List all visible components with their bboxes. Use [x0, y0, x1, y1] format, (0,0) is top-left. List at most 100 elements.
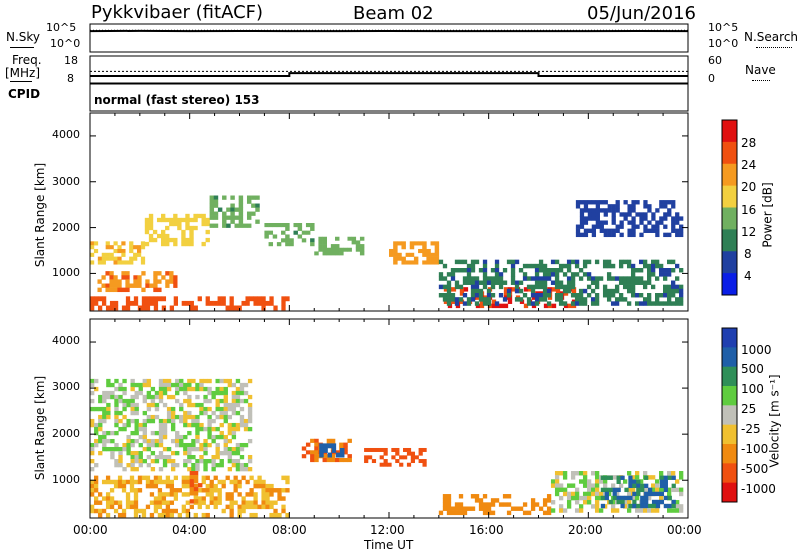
power-heatmap-cell — [647, 220, 652, 225]
velocity-heatmap-cell — [225, 496, 230, 501]
power-heatmap-cell — [655, 208, 660, 213]
velocity-heatmap-cell — [622, 479, 628, 484]
power-heatmap-cell — [389, 252, 394, 257]
power-heatmap-cell — [141, 296, 147, 302]
power-heatmap-cell — [446, 280, 452, 285]
power-heatmap-cell — [405, 252, 411, 257]
velocity-heatmap-cell — [442, 506, 448, 511]
velocity-heatmap-cell — [235, 458, 241, 464]
velocity-heatmap-cell — [215, 378, 220, 384]
velocity-heatmap-cell — [679, 475, 684, 480]
power-heatmap-cell — [558, 301, 564, 306]
velocity-heatmap-cell — [265, 504, 270, 510]
power-heatmap-cell — [289, 238, 294, 243]
power-heatmap-cell — [542, 293, 548, 298]
velocity-heatmap-cell — [142, 382, 147, 388]
velocity-heatmap-cell — [153, 483, 159, 489]
power-heatmap-cell — [663, 200, 668, 205]
power-colorbar-frame — [721, 119, 738, 296]
nave-label: Nave — [745, 63, 776, 77]
power-heatmap-cell — [530, 293, 536, 298]
power-heatmap-cell — [272, 223, 278, 228]
velocity-heatmap-cell — [211, 390, 216, 396]
power-heatmap-cell — [245, 296, 250, 302]
velocity-heatmap-cell — [134, 410, 139, 416]
velocity-heatmap-cell — [414, 455, 419, 460]
velocity-heatmap-cell — [211, 426, 216, 432]
power-heatmap-cell — [125, 279, 130, 284]
power-heatmap-cell — [438, 284, 444, 290]
velocity-heatmap-cell — [616, 499, 621, 505]
power-heatmap-cell — [630, 280, 636, 285]
velocity-heatmap-cell — [566, 483, 572, 488]
power-heatmap-cell — [554, 293, 560, 298]
velocity-heatmap-cell — [546, 506, 552, 511]
xlabel: Time UT — [364, 538, 414, 552]
cpid-value: normal (fast stereo) 153 — [94, 93, 260, 107]
power-heatmap-cell — [478, 268, 484, 273]
velocity-heatmap-cell — [221, 479, 226, 485]
power-heatmap-cell — [622, 284, 628, 290]
power-heatmap-cell — [622, 297, 628, 302]
power-heatmap-cell — [434, 256, 440, 261]
power-heatmap-cell — [599, 220, 604, 225]
velocity-heatmap-cell — [109, 504, 115, 510]
beam-title: Beam 02 — [353, 3, 434, 24]
velocity-heatmap-cell — [522, 502, 528, 507]
power-heatmap-cell — [265, 300, 270, 306]
power-ytick-4000: 4000 — [52, 128, 80, 141]
date-title: 05/Jun/2016 — [587, 3, 696, 24]
power-heatmap-cell — [470, 293, 476, 298]
velocity-heatmap-cell — [183, 446, 188, 452]
power-heatmap-cell — [631, 228, 636, 233]
power-heatmap-cell — [503, 287, 509, 292]
power-heatmap-cell — [594, 297, 600, 302]
velocity-heatmap-cell — [122, 386, 127, 392]
power-heatmap-cell — [654, 297, 660, 302]
velocity-heatmap-cell — [181, 492, 186, 497]
velocity-heatmap-cell — [158, 442, 164, 448]
velocity-heatmap-cell — [570, 475, 576, 480]
velocity-heatmap-cell — [153, 496, 159, 501]
velocity-heatmap-cell — [239, 406, 245, 412]
power-heatmap-cell — [575, 200, 581, 205]
power-heatmap-cell — [276, 242, 282, 247]
velocity-heatmap-cell — [150, 386, 156, 392]
power-heatmap-cell — [359, 236, 365, 241]
velocity-heatmap-cell — [314, 438, 319, 443]
velocity-heatmap-cell — [225, 504, 230, 510]
power-heatmap-cell — [463, 287, 469, 292]
velocity-heatmap-cell — [90, 406, 95, 412]
velocity-heatmap-cell — [562, 471, 568, 476]
velocity-heatmap-cell — [257, 475, 262, 481]
power-heatmap-cell — [446, 301, 452, 306]
power-cb-tick-4: 12 — [741, 225, 757, 239]
velocity-heatmap-cell — [110, 390, 115, 396]
velocity-heatmap-cell — [327, 443, 332, 449]
velocity-heatmap-cell — [197, 483, 203, 488]
power-heatmap-cell — [113, 279, 118, 284]
power-heatmap-cell — [330, 247, 336, 252]
power-heatmap-cell — [587, 212, 593, 217]
velocity-heatmap-cell — [154, 390, 160, 396]
power-heatmap-cell — [470, 263, 476, 269]
power-heatmap-cell — [486, 280, 492, 285]
power-heatmap-cell — [205, 229, 210, 235]
velocity-heatmap-cell — [195, 463, 200, 468]
power-heatmap-cell — [546, 272, 552, 277]
velocity-heatmap-cell — [644, 475, 649, 480]
power-heatmap-cell — [510, 259, 516, 265]
velocity-heatmap-cell — [249, 500, 254, 505]
velocity-heatmap-cell — [506, 502, 512, 507]
velocity-heatmap-cell — [213, 500, 218, 505]
velocity-heatmap-cell — [219, 414, 224, 420]
velocity-heatmap-cell — [137, 479, 143, 485]
power-heatmap-cell — [522, 272, 528, 277]
velocity-heatmap-cell — [90, 442, 95, 448]
nsky-label: N.Sky — [6, 30, 41, 44]
velocity-heatmap-cell — [185, 492, 190, 497]
power-heatmap-cell — [579, 216, 585, 221]
velocity-heatmap-cell — [659, 487, 664, 493]
velocity-heatmap-cell — [227, 446, 233, 452]
velocity-heatmap-cell — [663, 479, 668, 484]
